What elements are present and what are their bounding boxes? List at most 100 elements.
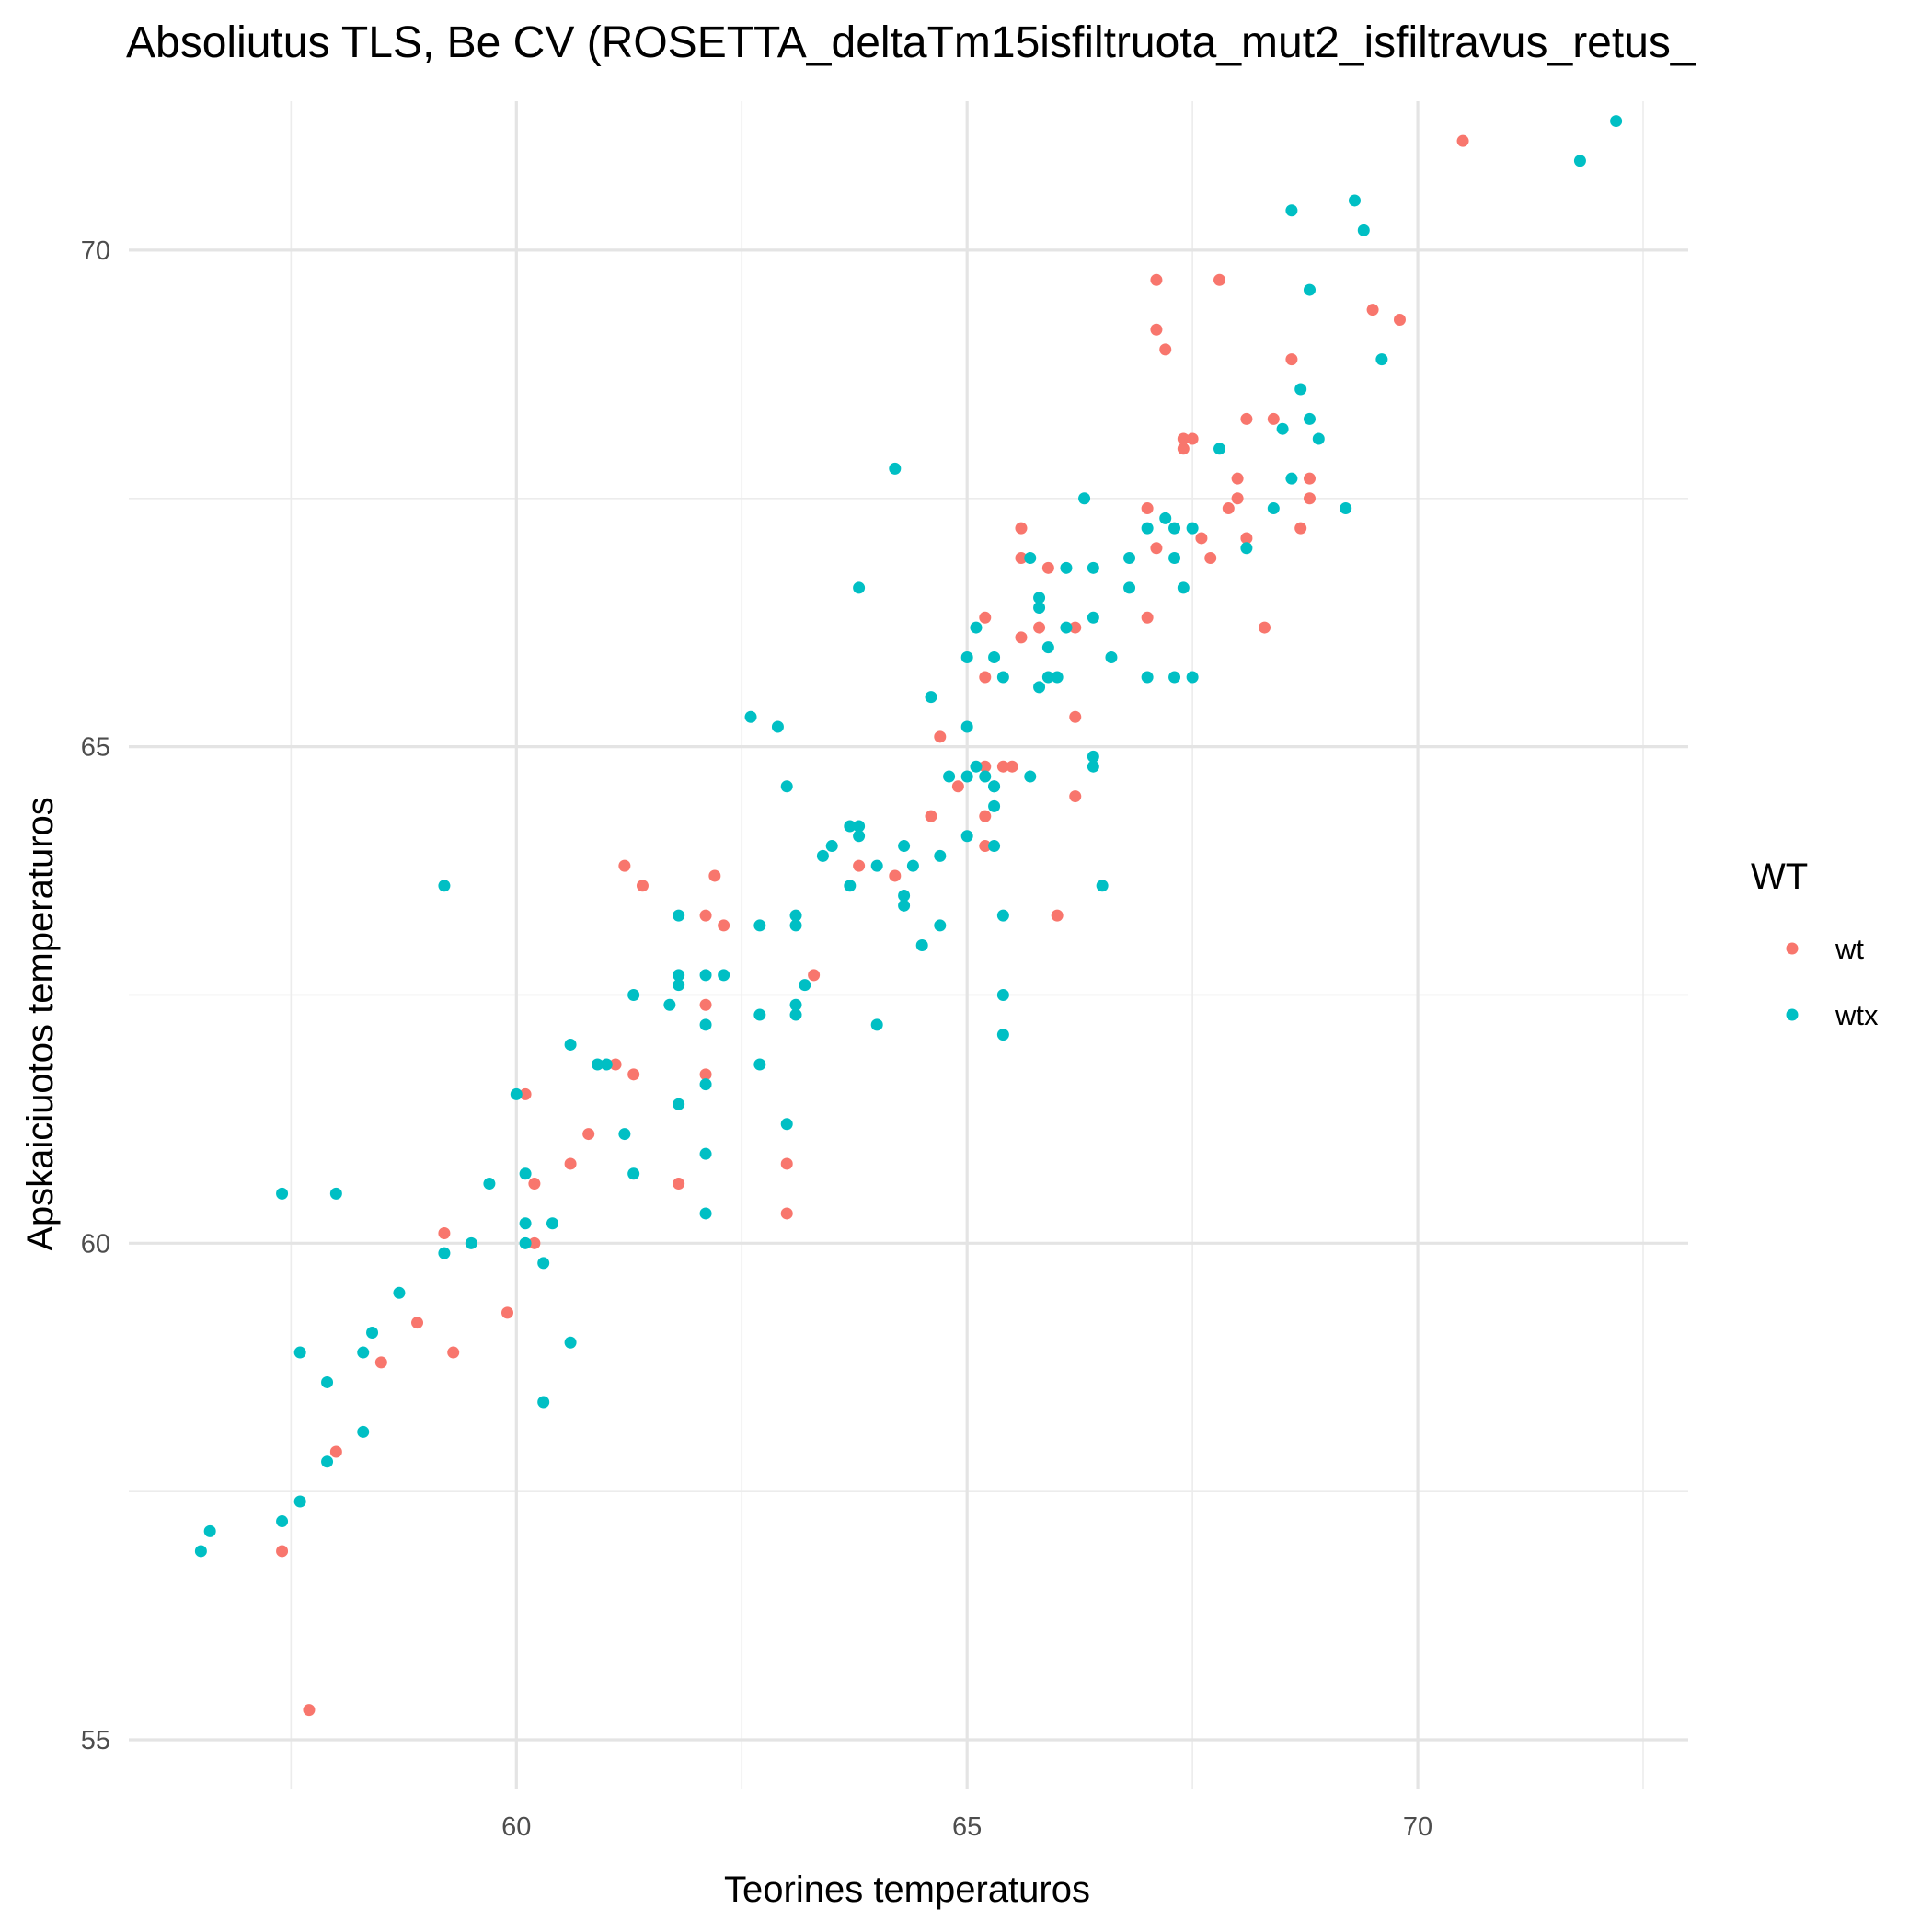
legend-swatch-wtx xyxy=(1786,1008,1799,1021)
data-point-wt xyxy=(1177,432,1190,445)
data-point-wtx xyxy=(699,1078,712,1091)
data-point-wt xyxy=(708,869,721,882)
y-tick-label: 70 xyxy=(81,236,110,266)
data-point-wt xyxy=(718,919,730,932)
data-point-wtx xyxy=(519,1217,532,1230)
x-tick-label: 60 xyxy=(501,1812,531,1842)
data-point-wtx xyxy=(1213,443,1226,455)
data-point-wt xyxy=(1240,412,1253,425)
data-point-wtx xyxy=(996,988,1009,1001)
grid-lines xyxy=(129,101,1688,1789)
data-point-wtx xyxy=(853,820,866,833)
data-point-wt xyxy=(1015,552,1028,565)
data-point-wtx xyxy=(898,890,911,903)
data-point-wt xyxy=(1294,522,1307,535)
x-tick-label: 65 xyxy=(952,1812,982,1842)
data-point-wt xyxy=(1259,621,1271,634)
data-point-wtx xyxy=(898,840,911,853)
data-point-wtx xyxy=(1168,522,1181,535)
data-point-wt xyxy=(276,1545,289,1558)
data-point-wt xyxy=(925,810,937,822)
data-point-wt xyxy=(1195,532,1208,545)
data-point-wt xyxy=(1051,909,1064,922)
data-point-wt xyxy=(1222,502,1235,515)
data-point-wtx xyxy=(853,830,866,843)
data-point-wt xyxy=(438,1227,451,1240)
data-point-wtx xyxy=(753,1008,766,1021)
data-point-wtx xyxy=(1357,224,1370,236)
data-point-wtx xyxy=(789,1008,802,1021)
data-point-wt xyxy=(1006,760,1018,773)
data-point-wt xyxy=(996,760,1009,773)
data-point-wtx xyxy=(1240,542,1253,555)
data-point-wtx xyxy=(1060,561,1073,574)
data-point-wt xyxy=(673,1178,685,1190)
data-point-wtx xyxy=(906,859,919,872)
data-point-wtx xyxy=(996,1029,1009,1041)
data-point-wtx xyxy=(1141,522,1154,535)
data-point-wt xyxy=(1186,432,1199,445)
x-axis-title: Teorines temperaturos xyxy=(724,1869,1090,1910)
data-point-wtx xyxy=(357,1425,370,1438)
data-point-wtx xyxy=(996,909,1009,922)
data-point-wtx xyxy=(1123,552,1136,565)
data-point-wtx xyxy=(1186,671,1199,684)
data-point-wt xyxy=(699,909,712,922)
data-point-wtx xyxy=(799,979,811,992)
data-point-wt xyxy=(1150,273,1163,286)
data-point-wtx xyxy=(673,969,685,982)
data-point-wt xyxy=(627,1068,640,1081)
data-point-wtx xyxy=(699,969,712,982)
data-point-wtx xyxy=(663,998,676,1011)
data-point-wtx xyxy=(1024,552,1037,565)
data-point-wtx xyxy=(870,859,883,872)
data-point-wtx xyxy=(789,998,802,1011)
data-point-wtx xyxy=(744,710,757,723)
y-tick-label: 65 xyxy=(81,733,110,763)
data-point-wt xyxy=(934,730,947,743)
data-point-wtx xyxy=(1096,880,1109,892)
data-point-wtx xyxy=(1087,760,1099,773)
data-point-wt xyxy=(1015,522,1028,535)
data-point-wt xyxy=(699,998,712,1011)
data-point-wt xyxy=(411,1317,424,1329)
y-tick-label: 55 xyxy=(81,1726,110,1755)
data-point-wtx xyxy=(925,691,937,704)
data-point-wtx xyxy=(934,849,947,862)
data-point-wtx xyxy=(600,1058,613,1071)
data-point-wtx xyxy=(293,1495,306,1508)
data-point-wtx xyxy=(780,1118,793,1131)
data-point-wt xyxy=(780,1157,793,1170)
data-point-wtx xyxy=(438,1247,451,1259)
data-point-wtx xyxy=(366,1326,379,1339)
y-tick-label: 60 xyxy=(81,1229,110,1259)
data-point-wtx xyxy=(438,880,451,892)
data-point-wtx xyxy=(618,1128,631,1141)
data-point-wtx xyxy=(393,1286,406,1299)
data-point-wtx xyxy=(753,919,766,932)
data-point-wtx xyxy=(1303,412,1316,425)
data-point-wtx xyxy=(699,1147,712,1160)
data-point-wtx xyxy=(329,1187,342,1200)
data-point-wt xyxy=(979,671,992,684)
data-point-wtx xyxy=(1024,770,1037,783)
data-point-wtx xyxy=(1168,552,1181,565)
data-point-wtx xyxy=(699,1018,712,1031)
data-point-wt xyxy=(618,859,631,872)
data-point-wtx xyxy=(537,1396,550,1409)
data-point-wt xyxy=(979,760,992,773)
data-point-wtx xyxy=(988,840,1001,853)
data-point-wtx xyxy=(673,979,685,992)
data-point-wtx xyxy=(1610,115,1623,128)
data-point-wtx xyxy=(321,1455,334,1468)
data-point-wtx xyxy=(960,830,973,843)
data-point-wtx xyxy=(699,1207,712,1220)
data-point-wt xyxy=(447,1346,460,1359)
data-point-wt xyxy=(1177,443,1190,455)
data-point-wt xyxy=(528,1236,541,1249)
data-point-wtx xyxy=(293,1346,306,1359)
data-point-wtx xyxy=(483,1178,496,1190)
data-point-wtx xyxy=(627,988,640,1001)
y-axis-title: Apskaiciuotos temperaturos xyxy=(20,797,61,1251)
data-point-wt xyxy=(1231,492,1244,505)
